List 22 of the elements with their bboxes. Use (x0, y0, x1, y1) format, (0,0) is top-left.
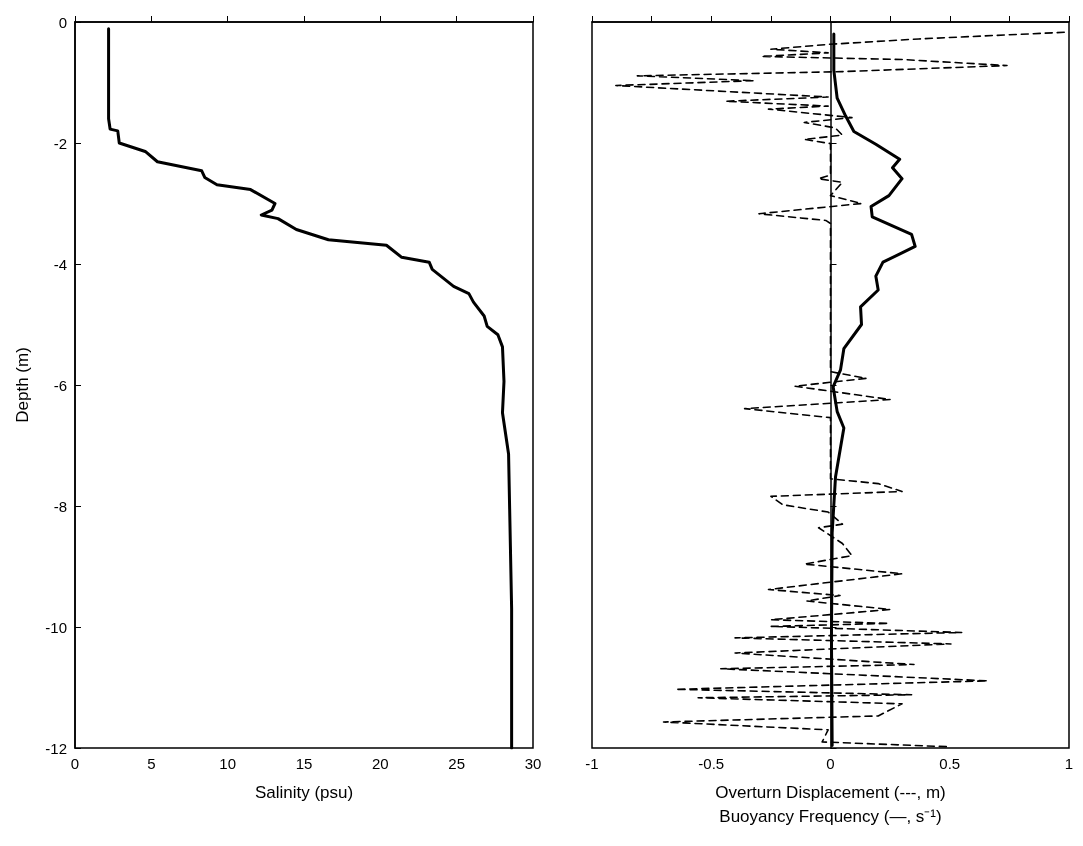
x-tick-label: 1 (1064, 755, 1074, 772)
x-tick-label: 0 (70, 755, 80, 772)
y-tick-label: -10 (45, 618, 67, 636)
x-tick-label: -0.5 (698, 755, 725, 772)
y-tick-label: -2 (53, 134, 67, 152)
x-tick-label: 30 (524, 755, 542, 772)
x-tick-label: 0.5 (939, 755, 961, 772)
y-tick-label: -4 (53, 255, 67, 273)
y-tick-label: -6 (53, 376, 67, 394)
x-tick-label: 0 (826, 755, 835, 772)
x-axis-title: Overturn Displacement (---, m) Buoyancy Frequency (—, s⁻¹) (715, 782, 946, 826)
y-tick-label: 0 (58, 13, 67, 31)
x-tick-label: 25 (448, 755, 466, 772)
x-axis-title: Salinity (psu) (254, 782, 354, 802)
x-tick-label: 20 (371, 755, 389, 772)
y-tick-label: -12 (45, 739, 67, 757)
x-tick-label: 5 (147, 755, 156, 772)
x-tick-label: 10 (219, 755, 237, 772)
x-tick-label: -1 (585, 755, 599, 772)
y-axis-title: Depth (m) (12, 347, 32, 423)
x-tick-label: 15 (295, 755, 313, 772)
y-tick-label: -8 (53, 497, 67, 515)
